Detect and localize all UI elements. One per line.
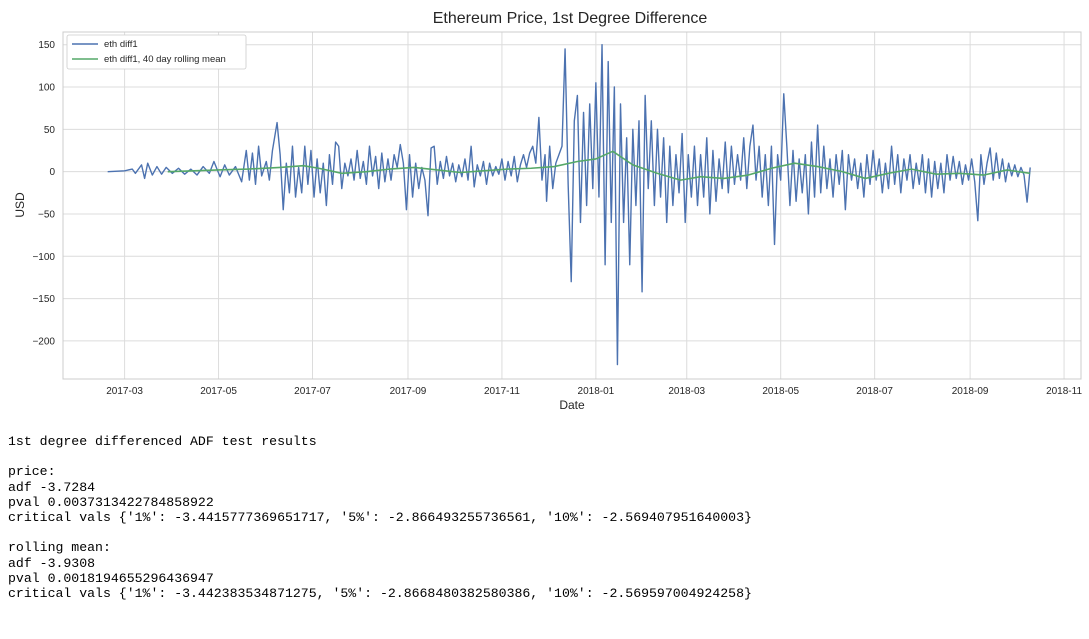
chart: Ethereum Price, 1st Degree Difference 15…	[13, 10, 1082, 412]
output-line: 1st degree differenced ADF test results	[8, 434, 317, 449]
x-tick-label: 2018-09	[952, 386, 989, 397]
y-tick-label: 0	[49, 167, 55, 178]
series-line-eth-diff1	[107, 44, 1031, 366]
x-tick-label: 2017-11	[484, 386, 520, 397]
y-tick-label: 50	[44, 125, 56, 136]
output-line: price:	[8, 464, 56, 480]
series-line-eth-diff1-40-day-rolling-mean	[167, 150, 1031, 181]
output-line	[8, 449, 752, 464]
x-tick-label: 2018-03	[668, 386, 705, 397]
y-tick-label: −100	[32, 252, 55, 263]
x-tick-label: 2017-03	[106, 386, 143, 397]
x-tick-label: 2018-07	[856, 386, 893, 397]
legend-label-eth-diff1: eth diff1	[104, 39, 138, 50]
x-tick-label: 2017-07	[294, 386, 331, 397]
output-line: pval 0.0037313422784858922	[8, 494, 214, 510]
x-axis-label: Date	[559, 398, 585, 412]
plot-area	[62, 31, 1082, 380]
y-tick-label: −50	[38, 209, 55, 220]
x-tick-label: 2018-11	[1046, 386, 1082, 397]
series-group	[107, 44, 1031, 366]
tick-labels: 150 100 50 0 −50 −100 −150 −200 2017-03 2017-05 20…	[32, 40, 1082, 397]
output-line: critical vals {'1%': -3.4415777369651717…	[8, 509, 752, 525]
output-line: rolling mean:	[8, 540, 111, 556]
adf-test-output: 1st degree differenced ADF test results p…	[8, 434, 752, 601]
y-tick-label: 100	[38, 83, 55, 94]
legend: eth diff1 eth diff1, 40 day rolling mean	[66, 34, 247, 70]
y-tick-label: −150	[32, 294, 55, 305]
x-tick-label: 2018-05	[762, 386, 799, 397]
output-line: critical vals {'1%': -3.442383534871275,…	[8, 585, 752, 601]
y-tick-label: 150	[38, 40, 55, 51]
x-tick-label: 2017-05	[200, 386, 237, 397]
legend-label-rolling-mean: eth diff1, 40 day rolling mean	[104, 54, 226, 65]
chart-title: Ethereum Price, 1st Degree Difference	[433, 10, 708, 27]
output-line: adf -3.7284	[8, 479, 96, 495]
output-line	[8, 525, 752, 540]
output-line: adf -3.9308	[8, 555, 96, 571]
output-line: pval 0.0018194655296436947	[8, 570, 214, 586]
x-tick-label: 2017-09	[390, 386, 427, 397]
y-tick-label: −200	[32, 336, 55, 347]
y-axis-label: USD	[13, 192, 27, 218]
x-tick-label: 2018-01	[578, 386, 615, 397]
legend-box	[66, 34, 247, 70]
